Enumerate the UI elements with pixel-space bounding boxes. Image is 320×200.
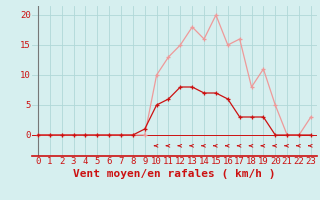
X-axis label: Vent moyen/en rafales ( km/h ): Vent moyen/en rafales ( km/h ) [73,169,276,179]
